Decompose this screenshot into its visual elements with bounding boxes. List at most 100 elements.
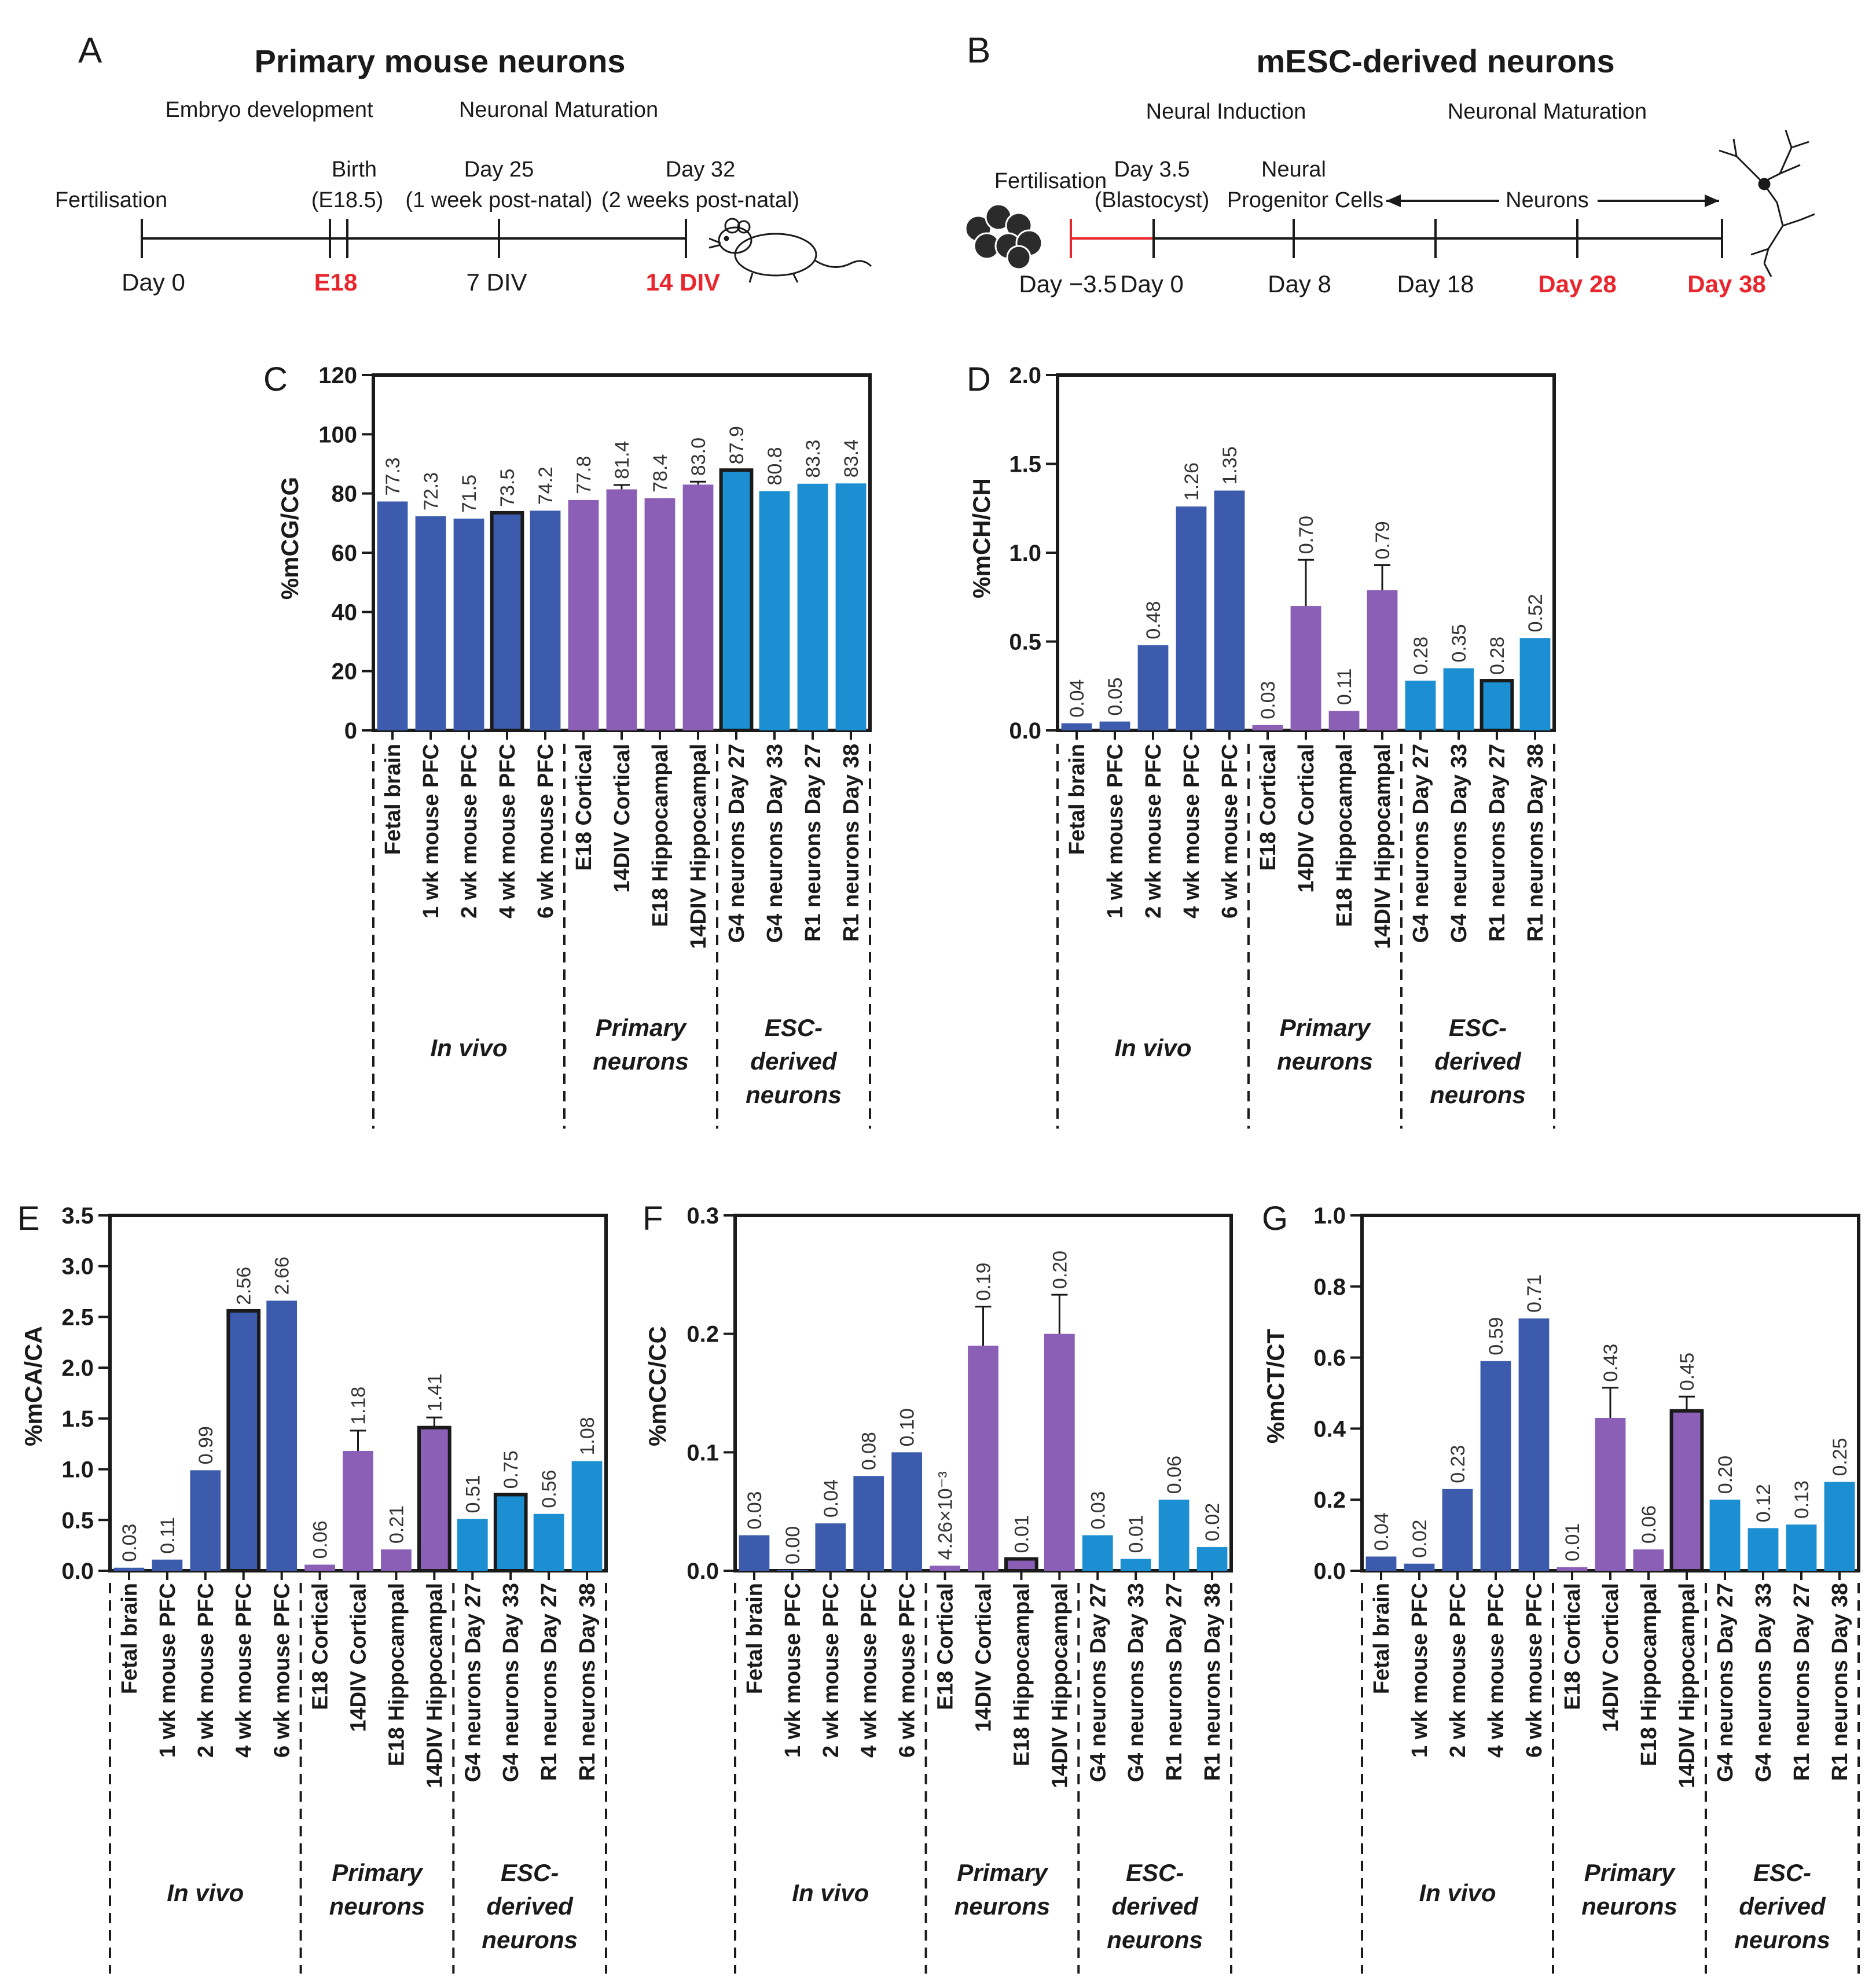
stage-neuronal-maturation-a: Neuronal Maturation (459, 98, 658, 122)
bar (1214, 490, 1245, 730)
data-label: 81.4 (611, 441, 633, 479)
x-tick-label: R1 neurons Day 27 (801, 744, 825, 942)
group-label-esc: ESC- (765, 1014, 823, 1041)
group-label-esc: ESC- (501, 1859, 559, 1886)
y-tick-label: 1.5 (1009, 452, 1041, 477)
x-tick-label: R1 neurons Day 38 (1828, 1583, 1852, 1781)
x-tick-label: 14DIV Hippocampal (1048, 1583, 1072, 1788)
data-label: 2.66 (271, 1256, 293, 1295)
data-label: 0.12 (1753, 1484, 1775, 1522)
bar (530, 510, 561, 730)
label-day-18: Day 18 (1397, 270, 1474, 297)
bar (304, 1564, 335, 1571)
y-tick-label: 40 (332, 600, 358, 625)
data-label: 0.52 (1525, 594, 1547, 632)
data-label: 78.4 (649, 454, 671, 493)
bar (377, 501, 408, 730)
x-tick-label: G4 neurons Day 33 (1447, 744, 1471, 943)
x-tick-label: 6 wk mouse PFC (1218, 744, 1242, 918)
x-tick-label: R1 neurons Day 38 (1201, 1583, 1225, 1781)
panel-c-mcg-chart: C %mCG/CG 0 20 40 60 80 100 120 77.3 Fetal brain… (263, 361, 872, 1129)
bar (815, 1523, 846, 1571)
group-label-in-vivo: In vivo (1114, 1034, 1191, 1061)
data-label: 0.25 (1829, 1438, 1851, 1476)
x-tick-label: E18 Cortical (309, 1583, 333, 1710)
bar (457, 1519, 488, 1571)
label-day-3-5: Day 3.5 (1114, 157, 1190, 182)
data-label: 0.13 (1791, 1480, 1813, 1519)
x-tick-label: G4 neurons Day 27 (1086, 1583, 1110, 1782)
x-tick-label: E18 Cortical (934, 1583, 958, 1710)
group-label-primary: neurons (593, 1048, 689, 1075)
arrow-left-icon (1386, 194, 1401, 207)
panel-g-mct-chart: G %mCT/CT 0.0 0.2 0.4 0.6 0.8 1.0 0.04 Fetal br… (1262, 1200, 1860, 1974)
bar (190, 1470, 221, 1571)
group-label-in-vivo: In vivo (792, 1879, 869, 1906)
data-label: 0.03 (119, 1524, 141, 1562)
bar (415, 516, 446, 730)
label-day-minus-3-5: Day −3.5 (1019, 270, 1117, 297)
y-tick-label: 0.8 (1313, 1274, 1346, 1300)
label-neurons: Neurons (1506, 188, 1589, 212)
label-day-32: Day 32 (666, 157, 735, 182)
bar (1061, 723, 1092, 730)
data-label: 0.03 (1257, 681, 1279, 719)
bar (152, 1559, 183, 1571)
bar (719, 468, 754, 732)
x-tick-label: 14DIV Cortical (1294, 744, 1319, 893)
data-label: 0.35 (1448, 624, 1470, 662)
data-label: 74.2 (535, 466, 557, 505)
x-tick-label: 4 wk mouse PFC (495, 744, 520, 918)
bar (759, 491, 790, 730)
x-tick-label: Fetal brain (118, 1583, 142, 1694)
y-tick-label: 2.5 (61, 1305, 94, 1330)
data-label: 71.5 (458, 475, 480, 513)
data-label: 0.04 (1066, 679, 1088, 718)
x-tick-label: R1 neurons Day 27 (1485, 744, 1510, 942)
bar (1044, 1333, 1075, 1571)
label-day-0-a: Day 0 (122, 269, 185, 296)
panel-c-letter: C (263, 361, 288, 398)
label-2-weeks-postnatal: (2 weeks post-natal) (601, 188, 799, 212)
x-tick-label: G4 neurons Day 33 (1124, 1583, 1148, 1782)
label-e18-5: (E18.5) (311, 188, 384, 212)
bar (1365, 1556, 1397, 1571)
x-tick-label: E18 Cortical (572, 744, 596, 871)
mouse-icon (708, 218, 872, 283)
data-label: 0.23 (1447, 1445, 1469, 1483)
data-label: 0.56 (538, 1470, 560, 1508)
y-tick-label: 0.0 (686, 1559, 719, 1584)
x-tick-label: Fetal brain (381, 744, 405, 855)
x-tick-label: E18 Hippocampal (1009, 1583, 1034, 1766)
x-tick-label: R1 neurons Day 27 (1790, 1583, 1814, 1781)
bar (797, 483, 828, 730)
x-tick-label: R1 neurons Day 38 (839, 744, 864, 942)
data-label: 0.05 (1104, 677, 1126, 715)
y-tick-label: 20 (332, 659, 358, 685)
bar (1479, 679, 1514, 733)
data-label: 0.99 (195, 1426, 217, 1464)
label-fertilisation-a: Fertilisation (55, 188, 167, 212)
data-label: 73.5 (497, 469, 519, 507)
data-label: 77.8 (573, 456, 595, 494)
x-tick-label: 4 wk mouse PFC (1180, 744, 1204, 918)
x-tick-label: E18 Hippocampal (1637, 1583, 1661, 1766)
data-label: 2.56 (233, 1267, 255, 1305)
y-axis-label: %mCA/CA (20, 1326, 47, 1446)
bar (739, 1535, 770, 1571)
bar (417, 1425, 451, 1573)
bar (568, 499, 599, 730)
data-label: 72.3 (420, 472, 442, 510)
panel-e-letter: E (17, 1200, 40, 1237)
y-tick-label: 0.6 (1313, 1346, 1346, 1371)
bar (1669, 1409, 1704, 1572)
x-tick-label: G4 neurons Day 33 (499, 1583, 523, 1782)
x-tick-label: R1 neurons Day 27 (1162, 1583, 1187, 1781)
group-label-esc: derived (1434, 1048, 1522, 1075)
data-label: 77.3 (382, 457, 404, 495)
label-day-8: Day 8 (1268, 270, 1331, 297)
x-tick-label: 2 wk mouse PFC (1141, 744, 1166, 918)
bar (1196, 1547, 1228, 1571)
x-tick-label: R1 neurons Day 38 (575, 1583, 600, 1781)
bar (682, 484, 714, 730)
